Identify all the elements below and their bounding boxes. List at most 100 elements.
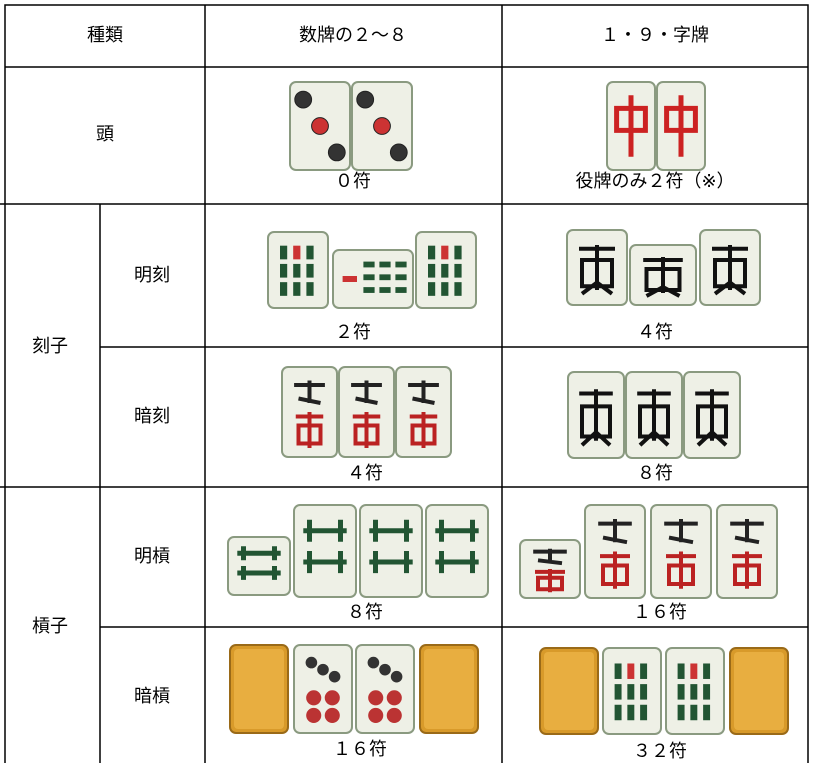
tile-face <box>227 536 291 596</box>
sou-stick <box>454 282 462 296</box>
row-label: 明槓 <box>134 546 170 567</box>
tile <box>227 536 291 596</box>
char-glyph <box>664 518 698 545</box>
honor-glyph <box>712 245 748 296</box>
sou-stick <box>237 566 281 580</box>
tile-face <box>355 644 415 734</box>
pin-dot <box>386 690 402 706</box>
tile <box>584 504 646 599</box>
char-glyph <box>352 412 381 448</box>
sou-stick <box>454 263 462 278</box>
char-glyph <box>535 569 565 593</box>
sou-stick <box>614 663 622 679</box>
tile <box>656 81 706 171</box>
fu-value: １６符 <box>633 602 687 623</box>
tile-back-shine <box>424 649 474 729</box>
tile <box>625 371 683 459</box>
sou-stick <box>395 287 407 293</box>
sou-stick <box>369 551 413 574</box>
tile <box>395 366 452 458</box>
pin-dot <box>324 707 340 723</box>
fu-value: １６符 <box>333 739 387 760</box>
pin-dot <box>389 143 408 162</box>
sou-stick <box>369 519 413 542</box>
header-cell: 数牌の２～８ <box>299 25 407 46</box>
honor-glyph <box>643 257 683 298</box>
tiles <box>227 81 789 735</box>
pin-dot <box>305 656 318 669</box>
pin-dot <box>386 707 402 723</box>
char-glyph <box>294 380 325 405</box>
sou-stick <box>303 519 347 542</box>
header-cell: １・９・字牌 <box>601 25 709 46</box>
tile <box>567 371 625 459</box>
sou-stick <box>627 684 635 700</box>
sou-stick <box>454 245 462 260</box>
header-cell: 種類 <box>87 25 123 46</box>
fu-value: 役牌のみ２符（※） <box>575 171 734 192</box>
tile <box>519 539 581 599</box>
tile <box>267 231 329 309</box>
sou-stick <box>379 261 391 268</box>
pin-dot <box>324 690 340 706</box>
pin-dot <box>317 663 329 676</box>
sou-stick <box>640 704 648 721</box>
pin-dot <box>373 117 391 135</box>
sou-stick <box>306 263 314 278</box>
tile-back-shine <box>544 652 594 730</box>
fu-value: ３２符 <box>633 741 687 762</box>
group-label: 刻子 <box>32 336 68 357</box>
tile-face <box>293 504 357 598</box>
char-glyph <box>295 412 324 448</box>
tile <box>355 644 415 734</box>
sou-stick <box>435 519 479 542</box>
pin-dot <box>311 117 329 135</box>
pin-dot <box>367 656 380 669</box>
sou-stick <box>306 245 314 260</box>
tile-face <box>359 504 423 598</box>
char-glyph <box>409 412 438 448</box>
sou-stick <box>441 245 449 260</box>
tile <box>415 231 477 309</box>
char-glyph <box>408 380 439 405</box>
tile <box>665 647 725 735</box>
tile <box>229 644 289 734</box>
fu-value: ２符 <box>335 322 371 343</box>
fu-value: ０符 <box>335 171 371 192</box>
sou-stick <box>293 245 301 260</box>
pin-dot <box>328 670 341 683</box>
tile <box>332 249 414 309</box>
sou-stick <box>280 245 288 260</box>
sou-stick <box>363 261 375 268</box>
pin-dot <box>368 707 384 723</box>
tile <box>629 244 697 306</box>
char-glyph <box>600 551 630 589</box>
sou-stick <box>379 287 391 293</box>
honor-glyph <box>695 389 729 447</box>
sou-stick <box>363 287 375 293</box>
sou-stick <box>428 282 436 296</box>
tile <box>293 504 357 598</box>
sou-stick <box>280 263 288 278</box>
sou-stick <box>342 276 357 282</box>
fu-value: ４符 <box>347 463 383 484</box>
sou-stick <box>690 684 698 700</box>
tile <box>602 647 662 735</box>
char-glyph <box>598 518 632 545</box>
pin-dot <box>368 690 384 706</box>
row-label: 暗槓 <box>134 686 170 707</box>
sou-stick <box>627 663 635 679</box>
sou-stick <box>627 704 635 721</box>
sou-stick <box>703 704 711 721</box>
row-label: 頭 <box>96 124 114 145</box>
tile <box>289 81 351 171</box>
tile <box>281 366 338 458</box>
row-label: 暗刻 <box>134 406 170 427</box>
char-glyph <box>732 551 762 589</box>
sou-stick <box>677 684 685 700</box>
pin-dot <box>327 143 346 162</box>
char-glyph <box>666 551 696 589</box>
tile-back-shine <box>734 652 784 730</box>
sou-stick <box>293 263 301 278</box>
sou-stick <box>614 704 622 721</box>
